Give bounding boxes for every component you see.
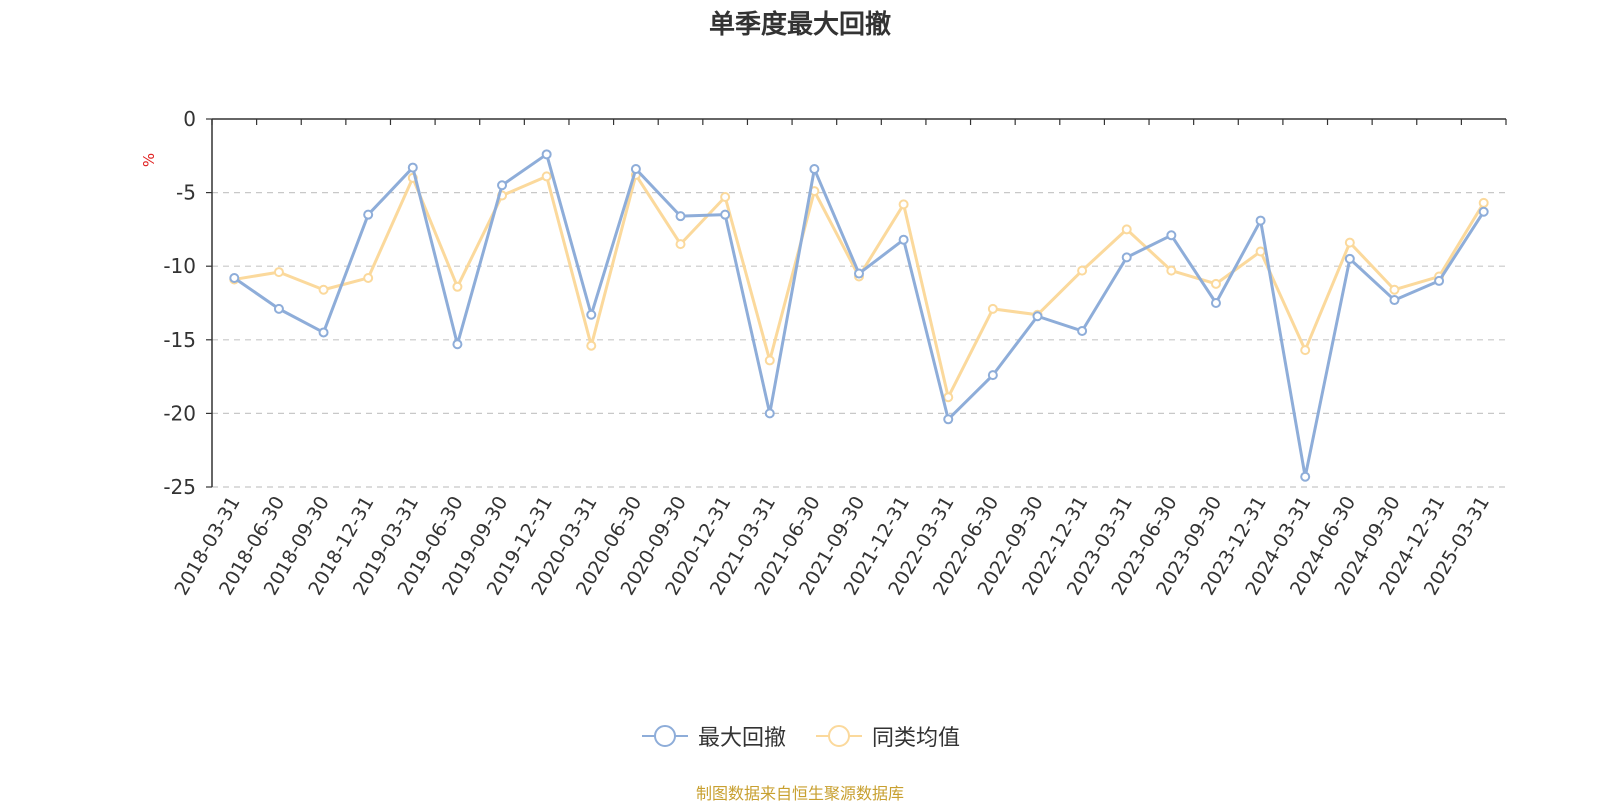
data-point — [1255, 246, 1266, 257]
y-tick-label: -5 — [176, 181, 196, 205]
data-point — [1077, 265, 1088, 276]
data-point — [987, 303, 998, 314]
data-point — [675, 211, 686, 222]
data-point — [1389, 295, 1400, 306]
legend-item[interactable]: 同类均值 — [814, 720, 960, 752]
legend-label: 最大回撤 — [697, 726, 786, 751]
data-point — [586, 340, 597, 351]
series-lines — [229, 149, 1489, 482]
y-tick-label: -10 — [163, 254, 196, 278]
data-point — [1032, 311, 1043, 322]
data-point — [229, 272, 240, 283]
data-point — [318, 327, 329, 338]
data-point — [943, 414, 954, 425]
data-point — [1478, 197, 1489, 208]
data-point — [1210, 278, 1221, 289]
legend-marker-icon — [641, 725, 688, 747]
data-point — [541, 171, 552, 182]
legend: 最大回撤 同类均值 — [0, 720, 1600, 752]
data-point — [273, 267, 284, 278]
data-point — [675, 239, 686, 250]
data-point — [1166, 265, 1177, 276]
axes — [206, 118, 1507, 488]
data-point — [407, 162, 418, 173]
data-point — [273, 303, 284, 314]
data-point — [1210, 298, 1221, 308]
data-point — [363, 209, 374, 220]
y-tick-label: -25 — [163, 475, 196, 499]
data-point — [1121, 224, 1132, 235]
data-point — [764, 355, 775, 366]
data-point — [1077, 325, 1088, 336]
data-point — [363, 272, 374, 283]
data-point — [1255, 215, 1266, 226]
data-point — [1300, 471, 1311, 482]
data-point — [1434, 275, 1445, 286]
data-point — [987, 370, 998, 381]
data-point — [452, 281, 463, 292]
data-point — [586, 309, 597, 320]
data-point — [1344, 237, 1355, 248]
axis-labels: 0-5-10-15-20-252018-03-312018-06-302018-… — [140, 107, 1494, 599]
data-point — [764, 408, 775, 419]
legend-label: 同类均值 — [872, 726, 961, 751]
y-tick-label: -15 — [163, 328, 196, 352]
data-point — [1166, 230, 1177, 241]
data-point — [809, 164, 820, 175]
data-point — [318, 284, 329, 295]
y-axis-label: % — [140, 153, 158, 167]
grid-lines — [212, 192, 1506, 488]
legend-marker-icon — [816, 725, 862, 747]
legend-item[interactable]: 最大回撤 — [640, 720, 786, 752]
data-point — [854, 268, 864, 279]
data-point — [898, 234, 909, 245]
data-point — [630, 164, 641, 175]
series-line — [233, 152, 1485, 479]
y-tick-label: -20 — [163, 401, 196, 425]
data-point — [1389, 284, 1400, 295]
data-point — [1121, 252, 1132, 263]
data-point — [452, 339, 463, 350]
chart-title: 单季度最大回撤 — [708, 10, 891, 40]
data-point — [541, 149, 552, 160]
data-point — [1300, 345, 1311, 356]
data-point — [943, 392, 954, 403]
data-point — [1344, 253, 1355, 264]
data-point — [1478, 206, 1489, 217]
y-tick-label: 0 — [183, 107, 196, 131]
data-source-credit: 制图数据来自恒生聚源数据库 — [695, 784, 904, 803]
data-point — [497, 180, 508, 191]
data-point — [720, 209, 731, 220]
data-point — [898, 199, 909, 210]
data-point — [720, 192, 731, 203]
